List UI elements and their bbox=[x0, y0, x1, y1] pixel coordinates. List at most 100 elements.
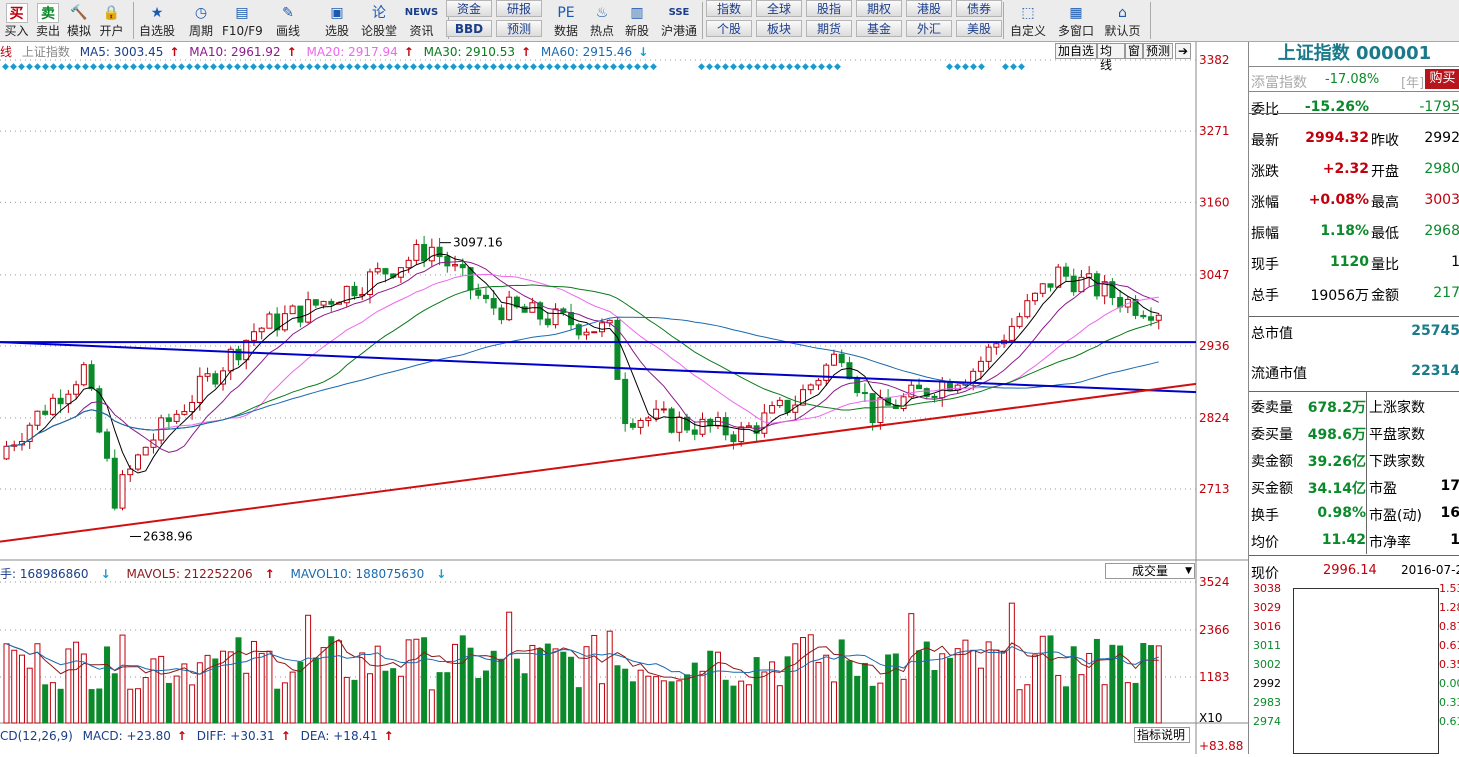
expand-arrow-icon[interactable]: ➔ bbox=[1175, 43, 1191, 59]
volume-bar bbox=[537, 648, 544, 724]
toolbar-label: 新股 bbox=[624, 24, 649, 38]
kline-chart[interactable]: 3382 3271 3160 3047 2936 2824 2713 ◆ ◆ ◆ ◆ ◆ ◆ ◆ ◆ ◆ ◆ ◆ ◆… bbox=[0, 42, 1248, 754]
lock-toolbar-button[interactable]: 🔒 开户 bbox=[95, 0, 128, 40]
event-marker: ◆ bbox=[170, 62, 177, 72]
sell-toolbar-button[interactable]: 卖卖出 bbox=[33, 0, 63, 40]
sse-hke-toolbar-button[interactable]: SSE 沪港通 bbox=[658, 0, 700, 40]
volume-bar bbox=[266, 650, 273, 724]
volume-bar bbox=[730, 685, 737, 724]
candle-body bbox=[1039, 283, 1046, 294]
quick-button[interactable]: 外汇 bbox=[906, 20, 952, 37]
star-list-toolbar-button[interactable]: ★ 自选股 bbox=[137, 0, 177, 40]
candle-body bbox=[1055, 266, 1062, 288]
toolbar-label: 论股堂 bbox=[360, 24, 397, 38]
volume-bar bbox=[521, 673, 528, 724]
candle-body bbox=[1148, 316, 1155, 321]
trend-line-blue bbox=[0, 341, 1197, 394]
quick-button[interactable]: 板块 bbox=[756, 20, 802, 37]
volume-bar bbox=[73, 641, 80, 724]
legend-ma30: MA30: 2910.53 ↑ bbox=[423, 45, 532, 59]
quick-button[interactable]: 期权 bbox=[856, 0, 902, 17]
quick-button[interactable]: 全球 bbox=[756, 0, 802, 17]
ma-legend: 线 上证指数 MA5: 3003.45 ↑ MA10: 2961.92 ↑ MA20… bbox=[0, 43, 654, 59]
volume-bar bbox=[854, 675, 861, 724]
forecast-tab[interactable]: 预测 bbox=[1143, 43, 1173, 59]
news-toolbar-button[interactable]: NEWS 资讯 bbox=[403, 0, 440, 40]
ma-tab[interactable]: 均线 bbox=[1097, 43, 1125, 72]
quick-button[interactable]: 个股 bbox=[706, 20, 752, 37]
indicator-help-button[interactable]: 指标说明 bbox=[1134, 727, 1190, 743]
quick-button[interactable]: 基金 bbox=[856, 20, 902, 37]
quick-button[interactable]: 美股 bbox=[956, 20, 1002, 37]
volume-bar bbox=[660, 680, 667, 724]
candle-body bbox=[111, 457, 118, 509]
volume-bar bbox=[289, 671, 296, 724]
clock-toolbar-button[interactable]: ◷ 周期 bbox=[183, 0, 219, 40]
event-marker: ◆ bbox=[466, 62, 473, 72]
quick-button[interactable]: 期货 bbox=[806, 20, 852, 37]
forum-toolbar-button[interactable]: 论论股堂 bbox=[357, 0, 401, 40]
quote-panel: 上证指数 000001 添富指数 -17.08% [年] 购买 委比 -15.26… bbox=[1248, 42, 1459, 754]
volume-bar bbox=[823, 654, 830, 724]
candle-body bbox=[250, 331, 257, 341]
cap-row: 总市值 25745 bbox=[1251, 318, 1459, 346]
event-marker: ◆ bbox=[754, 62, 761, 72]
indicator-select[interactable]: 成交量 ▼ bbox=[1105, 563, 1195, 579]
buy-fund-button[interactable]: 购买 bbox=[1425, 69, 1459, 89]
fire-toolbar-button[interactable]: ♨ 热点 bbox=[585, 0, 619, 40]
gavel-toolbar-button[interactable]: 🔨 模拟 bbox=[63, 0, 95, 40]
volume-bar bbox=[676, 680, 683, 724]
quick-button[interactable]: 预测 bbox=[496, 20, 542, 37]
window-tab[interactable]: 窗 bbox=[1125, 43, 1143, 59]
pe-toolbar-button[interactable]: PE 数据 bbox=[549, 0, 583, 40]
toolbar-label: 卖出 bbox=[35, 24, 60, 38]
candle-body bbox=[1155, 314, 1162, 321]
mini-header: 现价 2996.14 2016-07-28 bbox=[1251, 558, 1459, 586]
event-marker: ◆ bbox=[706, 62, 713, 72]
volume-tick-label: 1183 bbox=[1199, 670, 1230, 684]
volume-bar bbox=[212, 658, 219, 724]
event-marker: ◆ bbox=[58, 62, 65, 72]
event-marker: ◆ bbox=[602, 62, 609, 72]
volume-bar bbox=[104, 646, 111, 724]
screen-toolbar-button[interactable]: ▣ 选股 bbox=[317, 0, 357, 40]
pen-icon: ✎ bbox=[282, 5, 294, 21]
volume-bar bbox=[42, 684, 49, 724]
candle-body bbox=[173, 413, 180, 422]
custom-toolbar-button[interactable]: ⬚ 自定义 bbox=[1008, 0, 1048, 40]
stat-key2: 平盘家数 bbox=[1369, 427, 1425, 443]
pen-toolbar-button[interactable]: ✎ 画线 bbox=[268, 0, 308, 40]
quick-button[interactable]: BBD bbox=[446, 20, 492, 37]
legend-ma60: MA60: 2915.46 ↓ bbox=[540, 45, 649, 59]
volume-bar bbox=[119, 634, 126, 724]
event-marker: ◆ bbox=[482, 62, 489, 72]
add-watchlist-button[interactable]: 加自选 bbox=[1055, 43, 1097, 59]
quick-button[interactable]: 港股 bbox=[906, 0, 952, 17]
mini-chart[interactable] bbox=[1293, 588, 1439, 754]
candle-body bbox=[444, 256, 451, 267]
event-marker: ◆ bbox=[2, 62, 9, 72]
event-marker: ◆ bbox=[810, 62, 817, 72]
event-marker: ◆ bbox=[362, 62, 369, 72]
quick-button[interactable]: 股指 bbox=[806, 0, 852, 17]
candle-body bbox=[645, 417, 652, 422]
panel-title: 上证指数 000001 bbox=[1277, 43, 1432, 64]
event-marker: ◆ bbox=[306, 62, 313, 72]
volume-bar bbox=[26, 667, 33, 724]
toolbar-label: 数据 bbox=[553, 24, 578, 38]
quick-button[interactable]: 研报 bbox=[496, 0, 542, 17]
quick-button[interactable]: 指数 bbox=[706, 0, 752, 17]
new-stock-toolbar-button[interactable]: ▥ 新股 bbox=[620, 0, 654, 40]
home-toolbar-button[interactable]: ⌂ 默认页 bbox=[1100, 0, 1145, 40]
multi-window-toolbar-button[interactable]: ▦ 多窗口 bbox=[1055, 0, 1097, 40]
mini-left-tick: 3002 bbox=[1253, 658, 1281, 671]
event-marker: ◆ bbox=[770, 62, 777, 72]
quick-button[interactable]: 资金 bbox=[446, 0, 492, 17]
candle-body bbox=[127, 468, 134, 476]
f10-toolbar-button[interactable]: ▤ F10/F9 bbox=[222, 0, 263, 40]
quick-button[interactable]: 债券 bbox=[956, 0, 1002, 17]
event-marker: ◆ bbox=[290, 62, 297, 72]
mini-right-tick: 0.87 bbox=[1439, 620, 1459, 633]
buy-toolbar-button[interactable]: 买买入 bbox=[0, 0, 33, 40]
